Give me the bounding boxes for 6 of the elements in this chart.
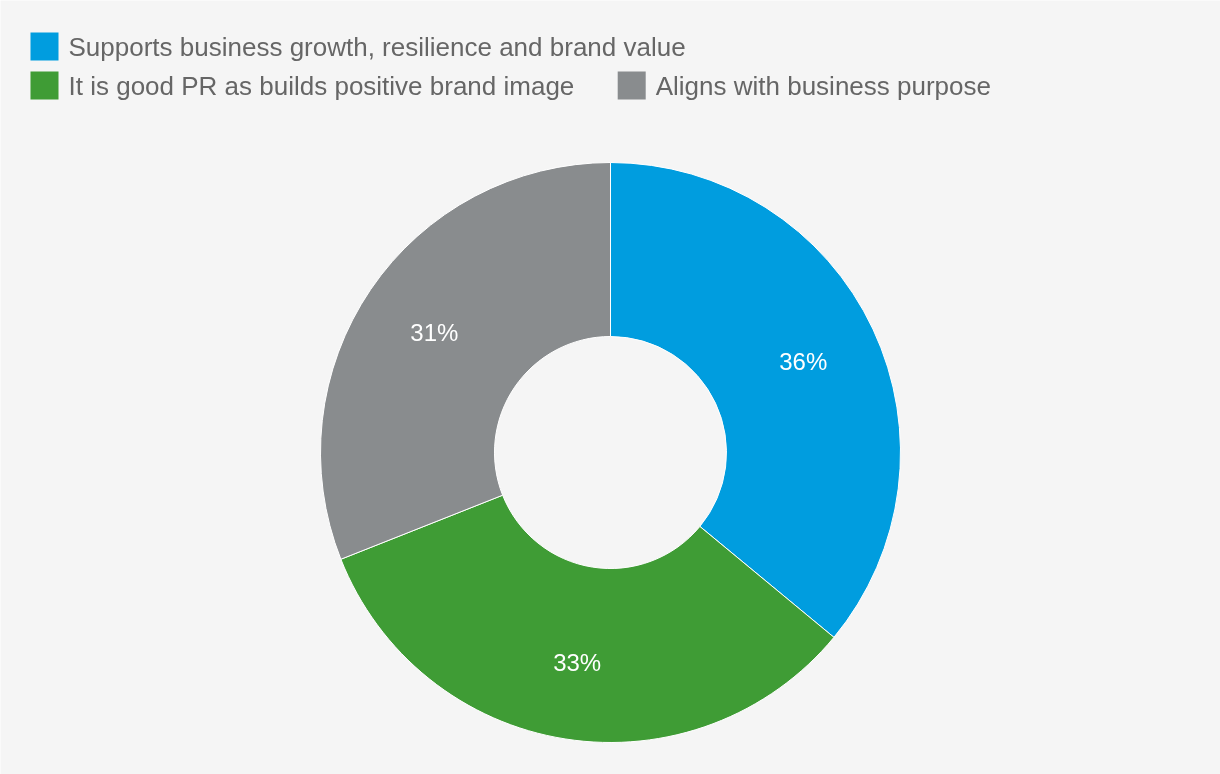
legend-label: Supports business growth, resilience and brand value [68, 31, 686, 62]
legend-label: It is good PR as builds positive brand image [68, 70, 575, 101]
data-label: 36% [779, 348, 828, 376]
data-label: 31% [410, 319, 459, 347]
data-label: 33% [553, 649, 602, 677]
legend-label: Aligns with business purpose [655, 70, 991, 101]
